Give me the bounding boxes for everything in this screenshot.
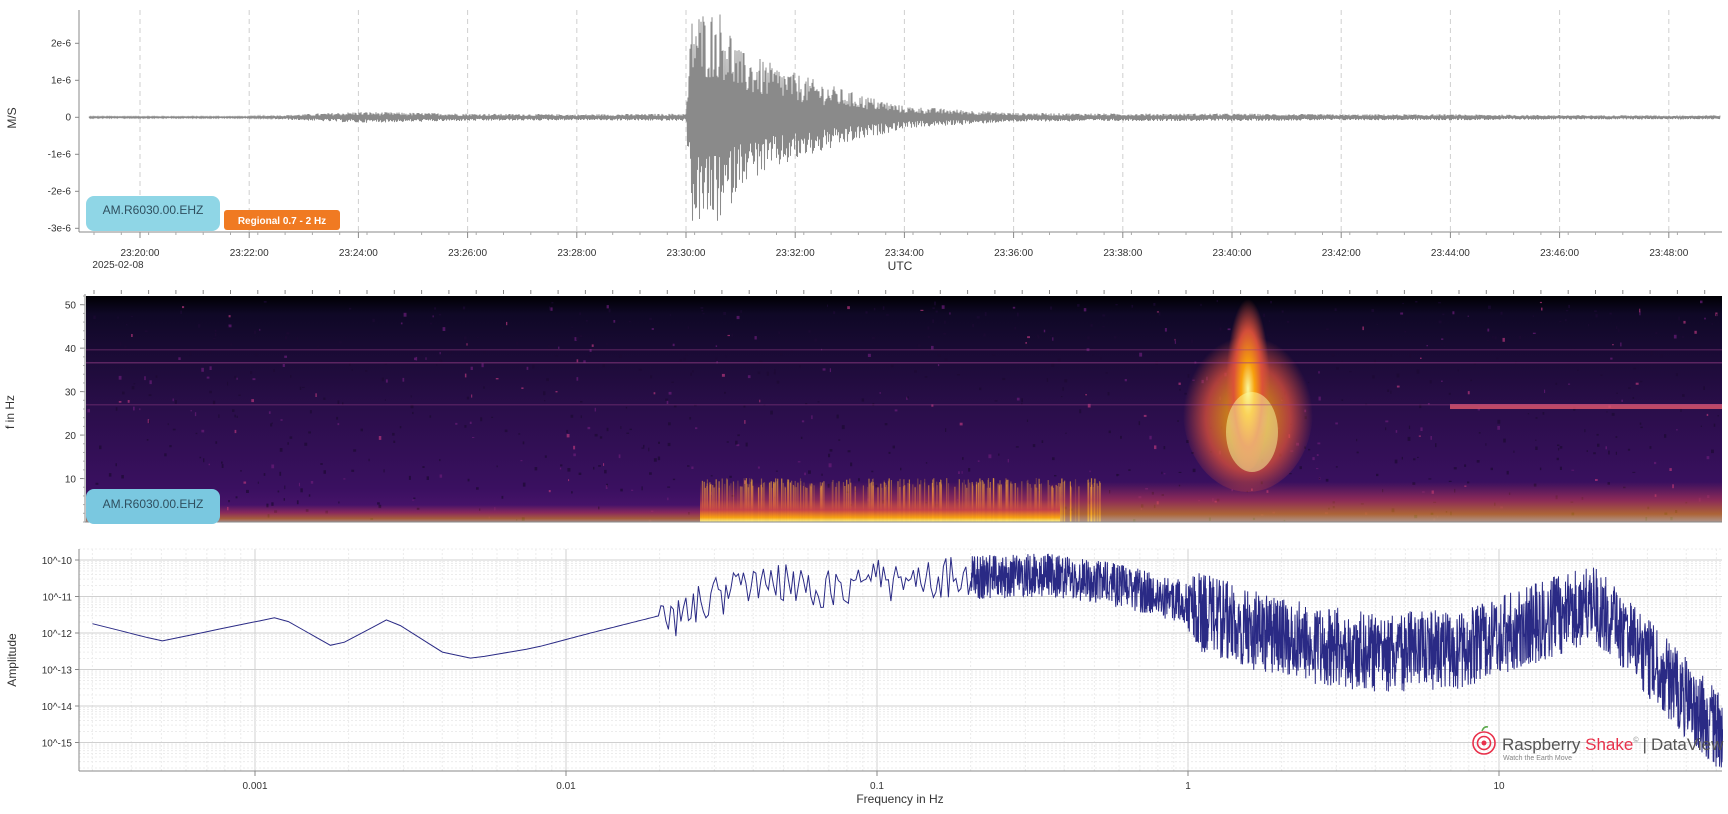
brand-wordmark: Raspberry Shake© | DataView	[1502, 735, 1724, 754]
spectrogram-y-tick-label: 20	[65, 431, 77, 442]
spectrogram-y-axis-title: f in Hz	[3, 395, 17, 429]
waveform-x-tick-label: 23:42:00	[1322, 248, 1361, 259]
waveform-x-axis-title: UTC	[888, 259, 913, 273]
waveform-trace	[88, 14, 1721, 221]
waveform-y-tick-label: 1e-6	[51, 75, 71, 86]
filter-label: Regional 0.7 - 2 Hz	[238, 216, 326, 227]
spectrum-x-ticks: 0.001 0.01 0.1 1 10	[242, 771, 1505, 792]
spectrum-y-tick-label: 10^-12	[42, 629, 73, 640]
waveform-x-tick-label: 23:24:00	[339, 248, 378, 259]
raspberry-shake-brand: Raspberry Shake© | DataView Watch the Eart…	[1472, 726, 1724, 762]
spectrum-x-tick-label: 10	[1493, 781, 1505, 792]
waveform-x-tick-label: 23:22:00	[230, 248, 269, 259]
waveform-x-tick-label: 23:20:00	[121, 248, 160, 259]
shake-logo-icon	[1472, 726, 1496, 755]
spectrum-y-ticks: 10^-10 10^-11 10^-12 10^-13 10^-14 10^-15	[42, 556, 79, 750]
spectrogram-y-tick-label: 10	[65, 475, 77, 486]
waveform-station-badge: AM.R6030.00.EHZ	[86, 196, 220, 231]
waveform-y-tick-label: 2e-6	[51, 38, 71, 49]
spectrum-x-tick-label: 1	[1185, 781, 1191, 792]
spectrum-x-axis-title: Frequency in Hz	[856, 792, 943, 806]
spectrogram-y-ticks: 50 40 30 20 10	[65, 295, 85, 523]
waveform-x-tick-label: 23:48:00	[1649, 248, 1688, 259]
waveform-y-tick-label: -3e-6	[48, 223, 72, 234]
waveform-x-ticks: 23:20:00 23:22:00 23:24:00 23:26:00 23:28:00…	[93, 232, 1706, 259]
spectrum-gridlines	[79, 548, 1722, 771]
waveform-y-tick-label: -2e-6	[48, 186, 72, 197]
waveform-x-tick-label: 23:30:00	[667, 248, 706, 259]
filter-badge: Regional 0.7 - 2 Hz	[224, 210, 340, 230]
spectrum-y-tick-label: 10^-10	[42, 556, 73, 567]
waveform-x-tick-label: 23:28:00	[557, 248, 596, 259]
waveform-x-tick-label: 23:26:00	[448, 248, 487, 259]
waveform-x-tick-label: 23:46:00	[1540, 248, 1579, 259]
waveform-x-tick-label: 23:36:00	[994, 248, 1033, 259]
waveform-panel: 2e-6 1e-6 0 -1e-6 -2e-6 -3e-6 23:20:00 23:22:0…	[5, 10, 1722, 273]
waveform-x-tick-label: 23:32:00	[776, 248, 815, 259]
spectrogram-y-tick-label: 50	[65, 301, 77, 312]
waveform-station-label: AM.R6030.00.EHZ	[103, 203, 204, 217]
waveform-x-tick-label: 23:34:00	[885, 248, 924, 259]
waveform-x-tick-label: 23:38:00	[1103, 248, 1142, 259]
waveform-date-label: 2025-02-08	[92, 260, 144, 271]
spectrogram-station-badge: AM.R6030.00.EHZ	[86, 489, 220, 524]
spectrogram-y-tick-label: 40	[65, 344, 77, 355]
waveform-y-ticks: 2e-6 1e-6 0 -1e-6 -2e-6 -3e-6	[48, 38, 79, 234]
spectrogram-image	[86, 296, 1722, 522]
spectrum-y-axis-title: Amplitude	[5, 633, 19, 687]
spectrum-y-tick-label: 10^-14	[42, 702, 73, 713]
spectrum-y-tick-label: 10^-13	[42, 666, 73, 677]
waveform-x-tick-label: 23:40:00	[1213, 248, 1252, 259]
spectrogram-top-ticks	[93, 290, 1706, 294]
waveform-x-tick-label: 23:44:00	[1431, 248, 1470, 259]
spectrum-x-tick-label: 0.1	[870, 781, 884, 792]
spectrum-y-tick-label: 10^-11	[42, 593, 72, 604]
spectrum-y-tick-label: 10^-15	[42, 739, 73, 750]
spectrum-trace	[92, 553, 1723, 768]
brand-tagline: Watch the Earth Move	[1503, 755, 1572, 762]
spectrum-x-tick-label: 0.01	[556, 781, 576, 792]
waveform-y-axis-title: M/S	[5, 107, 19, 128]
spectrum-panel: 10^-10 10^-11 10^-12 10^-13 10^-14 10^-15 0.0…	[5, 548, 1724, 806]
spectrogram-panel: 50 40 30 20 10 f in Hz AM.R6030.00.EHZ	[3, 290, 1722, 524]
spectrogram-station-label: AM.R6030.00.EHZ	[103, 497, 204, 511]
waveform-y-tick-label: 0	[65, 112, 71, 123]
waveform-y-tick-label: -1e-6	[48, 149, 72, 160]
spectrogram-y-tick-label: 30	[65, 388, 77, 399]
spectrum-x-tick-label: 0.001	[242, 781, 267, 792]
